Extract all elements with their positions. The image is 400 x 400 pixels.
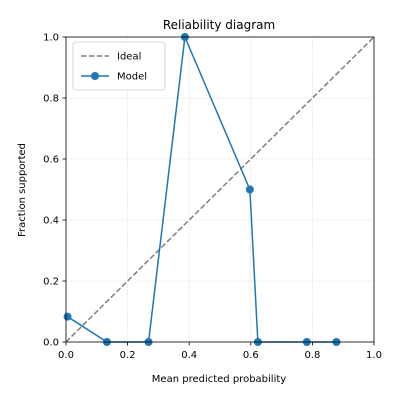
legend-label-ideal: Ideal xyxy=(117,52,141,63)
x-tick-label: 0.6 xyxy=(243,350,259,361)
x-tick-label: 0.8 xyxy=(304,350,320,361)
y-tick-label: 0.4 xyxy=(43,216,59,227)
legend: Ideal Model xyxy=(72,41,166,91)
model-point xyxy=(245,185,254,194)
legend-box xyxy=(72,41,166,91)
x-tick-label: 1.0 xyxy=(366,350,382,361)
model-point xyxy=(63,312,72,321)
x-tick-label: 0.4 xyxy=(181,350,197,361)
y-tick-label: 0.8 xyxy=(43,94,59,105)
legend-label-model: Model xyxy=(117,72,147,83)
chart-title: Reliability diagram xyxy=(163,18,275,32)
y-axis-label: Fraction supported xyxy=(17,143,28,237)
x-tick-label: 0.0 xyxy=(58,350,74,361)
ideal-line xyxy=(65,36,375,343)
x-tick-label: 0.2 xyxy=(120,350,136,361)
legend-marker-model xyxy=(91,72,99,80)
y-tick-label: 0.6 xyxy=(43,155,59,166)
y-tick-label: 0.0 xyxy=(43,338,59,349)
y-tick-label: 1.0 xyxy=(43,33,59,44)
plot-frame xyxy=(65,36,375,343)
axis-ticks: 0.0 0.2 0.4 0.6 0.8 1.0 0.0 0.2 0.4 0.6 0.8 1.0 xyxy=(43,33,382,362)
x-axis-label: Mean predicted probability xyxy=(152,374,286,385)
y-tick-label: 0.2 xyxy=(43,277,59,288)
